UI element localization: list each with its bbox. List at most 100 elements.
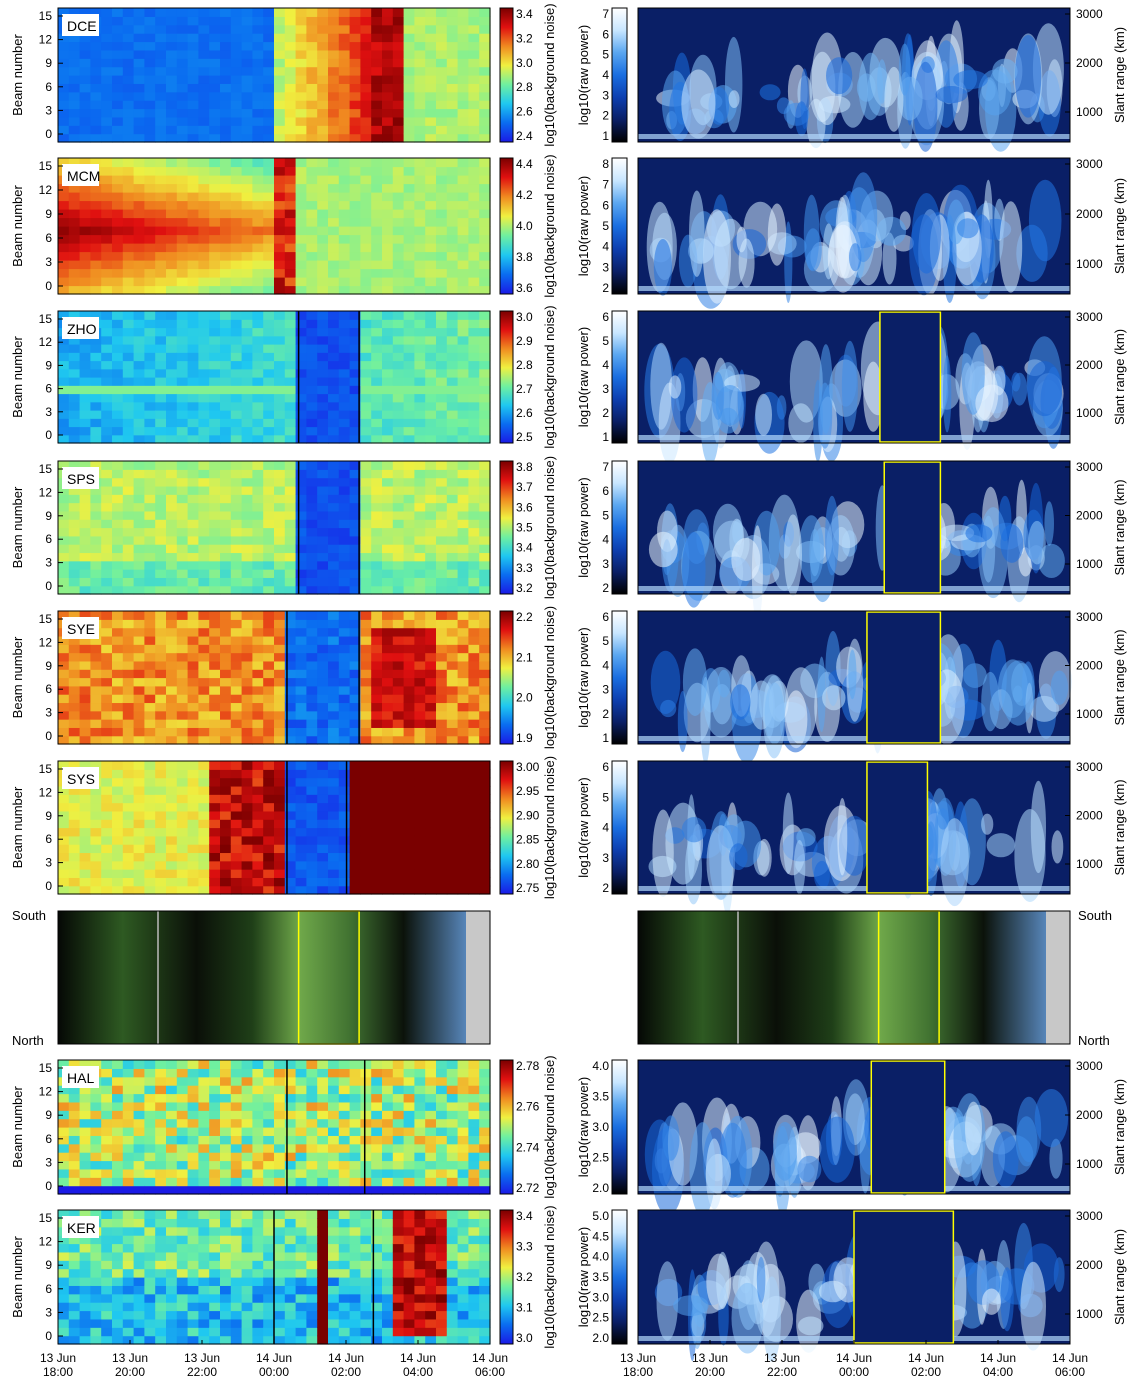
noise-cell [209, 627, 221, 637]
noise-cell [133, 385, 145, 395]
noise-cell [187, 1127, 199, 1136]
noise-tick: 2.6 [516, 406, 533, 420]
noise-cell [468, 652, 480, 662]
noise-cell [479, 183, 491, 193]
noise-cell [187, 24, 199, 34]
noise-cell [187, 368, 199, 378]
noise-cell [166, 24, 178, 34]
noise-cell [122, 527, 135, 537]
noise-cell [382, 166, 394, 176]
noise-cell [155, 694, 167, 704]
noise-cell [198, 226, 210, 236]
noise-cell [133, 702, 145, 712]
noise-cell [101, 1177, 113, 1187]
noise-cell [392, 311, 405, 320]
noise-cell [220, 1101, 232, 1111]
noise-cell [436, 410, 448, 419]
noise-cell [349, 158, 361, 168]
noise-cell [436, 685, 448, 695]
noise-cell [360, 100, 372, 110]
noise-cell [79, 510, 91, 520]
noise-cell [328, 552, 340, 562]
noise-cell [403, 694, 415, 704]
noise-cell [284, 319, 297, 329]
noise-cell [79, 393, 91, 403]
noise-cell [252, 735, 264, 745]
beam-tick: 6 [45, 832, 52, 846]
noise-cell [176, 544, 189, 554]
noise-cell [328, 58, 340, 68]
noise-cell [457, 677, 469, 687]
noise-cell [274, 585, 286, 595]
noise-cell [144, 635, 156, 645]
noise-cell [252, 83, 264, 93]
noise-cell [241, 285, 253, 295]
noise-cell [79, 1118, 91, 1128]
noise-cell [436, 785, 448, 795]
noise-cell [371, 802, 383, 812]
noise-cell [176, 251, 189, 261]
noise-cell [392, 769, 405, 779]
noise-cell [166, 344, 178, 353]
noise-cell [155, 116, 167, 126]
noise-cell [144, 644, 156, 654]
noise-cell [479, 860, 491, 870]
noise-cell [360, 360, 372, 370]
noise-cell [187, 243, 199, 253]
power-tick: 6 [602, 610, 609, 624]
noise-cell [328, 368, 340, 378]
noise-cell [446, 552, 459, 562]
noise-cell [58, 510, 70, 520]
noise-cell [112, 477, 124, 487]
noise-cell [360, 769, 372, 779]
noise-cell [133, 175, 145, 185]
noise-cell [133, 311, 145, 320]
noise-cell [230, 619, 243, 629]
noise-cell [349, 494, 361, 504]
noise-cell [349, 585, 361, 595]
noise-cell [306, 352, 318, 362]
noise-cell [306, 83, 318, 93]
noise-cell [252, 49, 264, 59]
noise-cell [122, 1160, 135, 1170]
noise-cell [295, 217, 307, 227]
noise-cell [274, 277, 286, 287]
noise-cell [338, 192, 351, 202]
noise-tick: 2.80 [516, 857, 540, 871]
noise-cell [392, 644, 405, 654]
noise-cell [187, 1085, 199, 1095]
noise-cell [338, 1068, 351, 1078]
noise-cell [446, 260, 459, 270]
noise-cell [155, 785, 167, 795]
noise-cell [155, 535, 167, 545]
noise-cell [241, 635, 253, 645]
noise-cell [187, 819, 199, 829]
noise-cell [101, 100, 113, 110]
noise-cell [101, 560, 113, 570]
noise-cell [252, 827, 264, 837]
noise-cell [446, 83, 459, 93]
noise-cell [155, 24, 167, 34]
power-tick: 5 [602, 790, 609, 804]
noise-cell [101, 1160, 113, 1170]
noise-cell [241, 885, 253, 895]
noise-cell [187, 544, 199, 554]
noise-cell [392, 209, 405, 219]
noise-cell [284, 217, 297, 227]
noise-cell [414, 234, 426, 244]
noise-cell [371, 510, 383, 520]
noise-cell [328, 1118, 340, 1128]
noise-cell [274, 802, 286, 812]
noise-cell [403, 91, 415, 101]
echo-blob [981, 813, 994, 835]
noise-cell [349, 810, 361, 820]
noise-cell [360, 577, 372, 587]
noise-cell [230, 1135, 243, 1145]
noise-cell [295, 544, 307, 554]
noise-cell [101, 41, 113, 51]
noise-cell [274, 66, 286, 76]
noise-cell [306, 635, 318, 645]
noise-cell [220, 434, 232, 444]
noise-cell [479, 393, 491, 403]
noise-cell [90, 544, 102, 554]
